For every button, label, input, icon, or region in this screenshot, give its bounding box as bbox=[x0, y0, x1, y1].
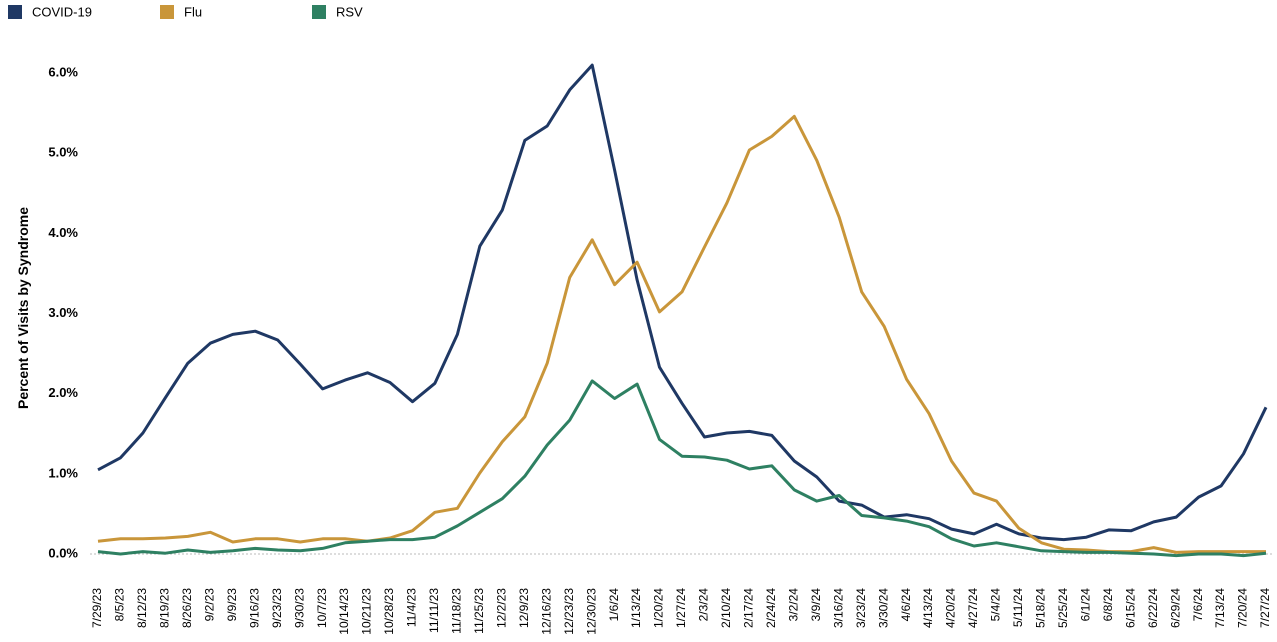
y-tick-label: 2.0% bbox=[48, 385, 78, 400]
x-tick-label: 7/6/24 bbox=[1191, 588, 1205, 622]
x-tick-label: 9/16/23 bbox=[247, 588, 261, 628]
x-tick-label: 10/7/23 bbox=[315, 588, 329, 628]
series-line bbox=[97, 114, 1266, 554]
series-line bbox=[97, 63, 1268, 542]
legend-label: RSV bbox=[336, 4, 363, 19]
legend-label: COVID-19 bbox=[32, 4, 92, 19]
x-tick-label: 11/11/23 bbox=[427, 588, 441, 633]
x-tick-label: 1/6/24 bbox=[607, 588, 621, 622]
x-tick-label: 11/4/23 bbox=[405, 588, 419, 627]
x-tick-label: 1/27/24 bbox=[674, 588, 688, 628]
y-tick-label: 6.0% bbox=[48, 65, 78, 80]
legend-swatch bbox=[312, 5, 326, 19]
x-tick-label: 3/16/24 bbox=[831, 588, 845, 628]
x-tick-label: 9/23/23 bbox=[270, 588, 284, 628]
x-tick-label: 2/10/24 bbox=[719, 588, 733, 628]
x-tick-label: 12/9/23 bbox=[517, 588, 531, 628]
x-tick-label: 2/3/24 bbox=[697, 588, 711, 622]
y-tick-label: 3.0% bbox=[48, 305, 78, 320]
x-tick-label: 3/30/24 bbox=[876, 588, 890, 628]
y-tick-label: 1.0% bbox=[48, 465, 78, 480]
x-tick-label: 12/16/23 bbox=[539, 588, 553, 635]
x-tick-label: 8/26/23 bbox=[180, 588, 194, 628]
x-tick-label: 12/23/23 bbox=[562, 588, 576, 635]
x-tick-label: 1/13/24 bbox=[629, 588, 643, 628]
x-tick-label: 4/20/24 bbox=[944, 588, 958, 628]
x-tick-label: 2/17/24 bbox=[742, 588, 756, 628]
x-tick-label: 10/14/23 bbox=[337, 588, 351, 635]
y-tick-label: 5.0% bbox=[48, 145, 78, 160]
x-tick-label: 8/5/23 bbox=[113, 588, 127, 622]
x-tick-label: 6/29/24 bbox=[1168, 588, 1182, 628]
x-tick-label: 10/28/23 bbox=[382, 588, 396, 635]
x-tick-label: 9/9/23 bbox=[225, 588, 239, 622]
legend-label: Flu bbox=[184, 4, 202, 19]
x-tick-label: 4/6/24 bbox=[899, 588, 913, 622]
x-tick-label: 4/13/24 bbox=[921, 588, 935, 628]
x-tick-label: 5/25/24 bbox=[1056, 588, 1070, 628]
x-tick-label: 9/30/23 bbox=[292, 588, 306, 628]
x-tick-label: 6/1/24 bbox=[1078, 588, 1092, 622]
legend-swatch bbox=[160, 5, 174, 19]
x-tick-label: 10/21/23 bbox=[360, 588, 374, 635]
x-tick-label: 5/11/24 bbox=[1011, 588, 1025, 627]
x-tick-label: 12/30/23 bbox=[584, 588, 598, 635]
x-tick-label: 1/20/24 bbox=[652, 588, 666, 628]
x-tick-label: 3/9/24 bbox=[809, 588, 823, 622]
x-tick-label: 4/27/24 bbox=[966, 588, 980, 628]
x-tick-label: 7/29/23 bbox=[90, 588, 104, 628]
x-tick-label: 9/2/23 bbox=[202, 588, 216, 622]
x-tick-label: 5/4/24 bbox=[989, 588, 1003, 622]
y-axis-title: Percent of Visits by Syndrome bbox=[15, 207, 31, 409]
x-tick-label: 11/18/23 bbox=[450, 588, 464, 634]
x-tick-label: 6/22/24 bbox=[1146, 588, 1160, 628]
series-line bbox=[97, 379, 1267, 558]
x-tick-label: 11/25/23 bbox=[472, 588, 486, 634]
x-tick-label: 5/18/24 bbox=[1034, 588, 1048, 628]
x-tick-label: 6/15/24 bbox=[1123, 588, 1137, 628]
x-tick-label: 12/2/23 bbox=[494, 588, 508, 628]
x-tick-label: 7/20/24 bbox=[1236, 588, 1250, 628]
x-tick-label: 3/23/24 bbox=[854, 588, 868, 628]
x-tick-label: 2/24/24 bbox=[764, 588, 778, 628]
y-tick-label: 4.0% bbox=[48, 225, 78, 240]
x-tick-label: 8/12/23 bbox=[135, 588, 149, 628]
x-tick-label: 6/8/24 bbox=[1101, 588, 1115, 622]
x-tick-label: 7/27/24 bbox=[1258, 588, 1272, 628]
y-tick-label: 0.0% bbox=[48, 545, 78, 560]
x-tick-label: 7/13/24 bbox=[1213, 588, 1227, 628]
x-tick-label: 3/2/24 bbox=[786, 588, 800, 622]
legend-swatch bbox=[8, 5, 22, 19]
x-tick-label: 8/19/23 bbox=[158, 588, 172, 628]
